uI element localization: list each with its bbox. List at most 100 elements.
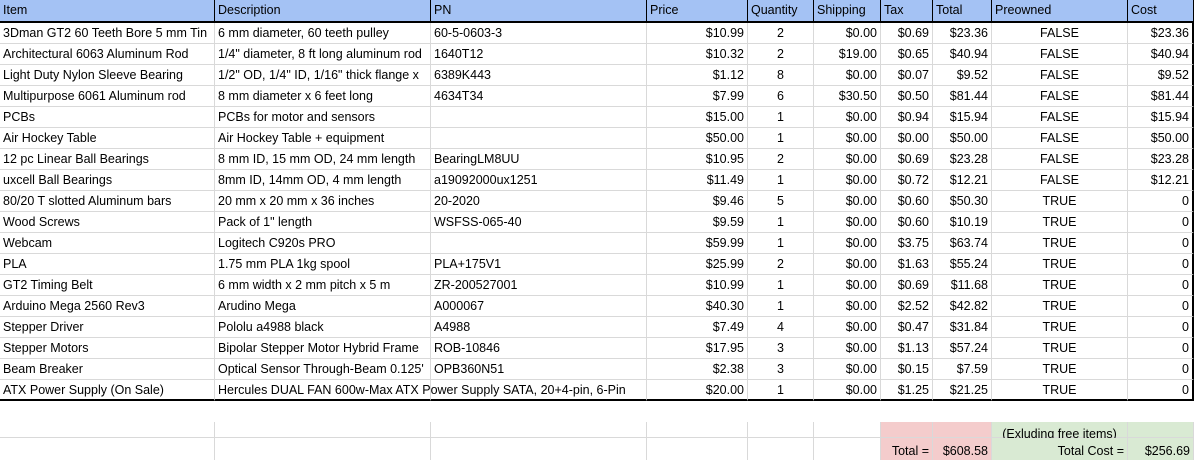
cell-shipping[interactable]: $0.00 (814, 233, 881, 254)
cell-description[interactable]: 8 mm diameter x 6 feet long (215, 86, 431, 107)
cell-tax[interactable]: $0.60 (881, 212, 933, 233)
cell-tax[interactable]: $0.69 (881, 23, 933, 44)
cell-price[interactable]: $15.00 (647, 107, 748, 128)
cell-total[interactable]: $50.30 (933, 191, 992, 212)
cell-cost[interactable]: 0 (1128, 233, 1194, 254)
cell-pn[interactable]: a19092000ux1251 (431, 170, 647, 191)
cell-pn[interactable]: 6389K443 (431, 65, 647, 86)
header-item[interactable]: Item (0, 0, 215, 23)
cell-item[interactable]: Air Hockey Table (0, 128, 215, 149)
cell-quantity[interactable]: 1 (748, 275, 814, 296)
cell-item[interactable]: 12 pc Linear Ball Bearings (0, 149, 215, 170)
header-cost[interactable]: Cost (1128, 0, 1194, 23)
cell-cost[interactable]: 0 (1128, 380, 1194, 401)
cell-quantity[interactable]: 5 (748, 191, 814, 212)
cell-item[interactable]: ATX Power Supply (On Sale) (0, 380, 215, 401)
cell-tax[interactable]: $1.63 (881, 254, 933, 275)
cell-shipping[interactable]: $0.00 (814, 170, 881, 191)
cell-price[interactable]: $9.46 (647, 191, 748, 212)
cell-quantity[interactable]: 1 (748, 380, 814, 401)
cell-description[interactable]: PCBs for motor and sensors (215, 107, 431, 128)
cell-description[interactable]: Optical Sensor Through-Beam 0.125' (215, 359, 431, 380)
cell-price[interactable]: $10.99 (647, 23, 748, 44)
total-label[interactable]: Total = (881, 438, 933, 460)
cell-tax[interactable]: $0.69 (881, 275, 933, 296)
header-total[interactable]: Total (933, 0, 992, 23)
cell-quantity[interactable]: 1 (748, 212, 814, 233)
cell-total[interactable]: $81.44 (933, 86, 992, 107)
cell-shipping[interactable]: $0.00 (814, 65, 881, 86)
cell-cost[interactable]: 0 (1128, 338, 1194, 359)
cell-price[interactable]: $50.00 (647, 128, 748, 149)
cell-quantity[interactable]: 8 (748, 65, 814, 86)
cell-description[interactable]: 8mm ID, 14mm OD, 4 mm length (215, 170, 431, 191)
cell-item[interactable]: uxcell Ball Bearings (0, 170, 215, 191)
cell-shipping[interactable]: $0.00 (814, 359, 881, 380)
footer-cell[interactable] (748, 422, 814, 438)
cell-shipping[interactable]: $0.00 (814, 128, 881, 149)
cell-cost[interactable]: $81.44 (1128, 86, 1194, 107)
cell-total[interactable]: $42.82 (933, 296, 992, 317)
cell-quantity[interactable]: 1 (748, 233, 814, 254)
cell-price[interactable]: $20.00 (647, 380, 748, 401)
cell-pn[interactable]: 60-5-0603-3 (431, 23, 647, 44)
cell-description[interactable]: Bipolar Stepper Motor Hybrid Frame (215, 338, 431, 359)
cell-tax[interactable]: $0.94 (881, 107, 933, 128)
cell-item[interactable]: Multipurpose 6061 Aluminum rod (0, 86, 215, 107)
total-value[interactable]: $608.58 (933, 438, 992, 460)
cell-total[interactable]: $12.21 (933, 170, 992, 191)
cell-item[interactable]: PCBs (0, 107, 215, 128)
cell-description[interactable]: Arudino Mega (215, 296, 431, 317)
cell-preowned[interactable]: TRUE (992, 359, 1128, 380)
cell-preowned[interactable]: TRUE (992, 338, 1128, 359)
cell-tax[interactable]: $0.72 (881, 170, 933, 191)
cell-price[interactable]: $1.12 (647, 65, 748, 86)
cell-shipping[interactable]: $0.00 (814, 254, 881, 275)
cell-price[interactable]: $11.49 (647, 170, 748, 191)
excluding-free-items-note[interactable]: (Exluding free items) (992, 422, 1128, 441)
cell-item[interactable]: Beam Breaker (0, 359, 215, 380)
cell-total[interactable]: $23.36 (933, 23, 992, 44)
cell-total[interactable]: $31.84 (933, 317, 992, 338)
total-cost-value[interactable]: $256.69 (1128, 438, 1194, 460)
cell-shipping[interactable]: $0.00 (814, 191, 881, 212)
cell-preowned[interactable]: FALSE (992, 128, 1128, 149)
cell-preowned[interactable]: FALSE (992, 65, 1128, 86)
cell-preowned[interactable]: TRUE (992, 233, 1128, 254)
cell-tax[interactable]: $0.50 (881, 86, 933, 107)
cell-pn[interactable] (431, 107, 647, 128)
cell-quantity[interactable]: 4 (748, 317, 814, 338)
cell-tax[interactable]: $0.47 (881, 317, 933, 338)
cell-pn[interactable]: 20-2020 (431, 191, 647, 212)
cell-pn[interactable]: ROB-10846 (431, 338, 647, 359)
cell-shipping[interactable]: $0.00 (814, 212, 881, 233)
cell-preowned[interactable]: TRUE (992, 254, 1128, 275)
cell-quantity[interactable]: 1 (748, 170, 814, 191)
cell-quantity[interactable]: 1 (748, 296, 814, 317)
cell-tax[interactable]: $0.65 (881, 44, 933, 65)
cell-total[interactable]: $23.28 (933, 149, 992, 170)
cell-item[interactable]: Architectural 6063 Aluminum Rod (0, 44, 215, 65)
cell-preowned[interactable]: FALSE (992, 107, 1128, 128)
footer-cell[interactable] (1128, 422, 1194, 438)
cell-price[interactable]: $40.30 (647, 296, 748, 317)
cell-cost[interactable]: $12.21 (1128, 170, 1194, 191)
cell-total[interactable]: $15.94 (933, 107, 992, 128)
cell-item[interactable]: Arduino Mega 2560 Rev3 (0, 296, 215, 317)
cell-description[interactable]: 6 mm width x 2 mm pitch x 5 m (215, 275, 431, 296)
footer-cell[interactable] (431, 438, 647, 460)
header-preowned[interactable]: Preowned (992, 0, 1128, 23)
cell-tax[interactable]: $0.07 (881, 65, 933, 86)
cell-description[interactable]: 20 mm x 20 mm x 36 inches (215, 191, 431, 212)
cell-item[interactable]: Wood Screws (0, 212, 215, 233)
cell-shipping[interactable]: $0.00 (814, 296, 881, 317)
cell-shipping[interactable]: $0.00 (814, 107, 881, 128)
cell-cost[interactable]: 0 (1128, 317, 1194, 338)
cell-tax[interactable]: $2.52 (881, 296, 933, 317)
cell-price[interactable]: $25.99 (647, 254, 748, 275)
cell-tax[interactable]: $0.00 (881, 128, 933, 149)
cell-cost[interactable]: $15.94 (1128, 107, 1194, 128)
cell-quantity[interactable]: 2 (748, 149, 814, 170)
cell-quantity[interactable]: 1 (748, 107, 814, 128)
cell-price[interactable]: $59.99 (647, 233, 748, 254)
